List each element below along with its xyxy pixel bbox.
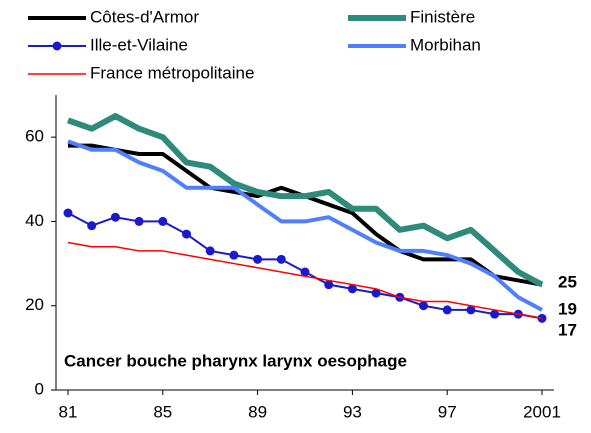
series-line xyxy=(67,139,543,312)
series-marker xyxy=(229,250,239,260)
legend-label: Morbihan xyxy=(410,35,481,54)
series-marker xyxy=(300,267,310,277)
legend-label: Finistère xyxy=(410,7,475,26)
y-tick-label: 20 xyxy=(25,295,44,314)
series-marker xyxy=(324,280,334,290)
legend-marker xyxy=(52,41,62,51)
x-tick-label: 2001 xyxy=(523,402,561,421)
series-marker xyxy=(490,309,500,319)
series-marker xyxy=(158,216,168,226)
series-marker xyxy=(466,305,476,315)
series-marker xyxy=(63,208,73,218)
end-label: 19 xyxy=(558,299,577,318)
end-label: 17 xyxy=(558,320,577,339)
x-tick-label: 89 xyxy=(248,402,267,421)
series-marker xyxy=(182,229,191,239)
y-tick-label: 60 xyxy=(25,127,44,146)
series-marker xyxy=(134,216,144,226)
end-label: 25 xyxy=(558,272,577,291)
x-tick-label: 85 xyxy=(153,402,172,421)
series-marker xyxy=(276,254,286,264)
series-marker xyxy=(419,301,428,311)
series-marker xyxy=(347,284,357,294)
y-tick-label: 0 xyxy=(35,379,44,398)
series-marker xyxy=(253,254,263,264)
chart-annotation: Cancer bouche pharynx larynx oesophage xyxy=(64,351,407,370)
x-tick-label: 93 xyxy=(343,402,362,421)
series-marker xyxy=(442,305,452,315)
series-marker xyxy=(110,212,120,222)
series-marker xyxy=(205,246,215,256)
legend-label: Ille-et-Vilaine xyxy=(90,35,188,54)
x-tick-label: 97 xyxy=(438,402,457,421)
x-tick-label: 81 xyxy=(59,402,78,421)
series-line xyxy=(67,241,543,320)
series-marker xyxy=(87,221,97,231)
series-marker xyxy=(371,288,381,298)
legend-label: Côtes-d'Armor xyxy=(90,7,199,26)
series-line xyxy=(66,113,544,288)
y-tick-label: 40 xyxy=(25,211,44,230)
legend-label: France métropolitaine xyxy=(90,63,254,82)
